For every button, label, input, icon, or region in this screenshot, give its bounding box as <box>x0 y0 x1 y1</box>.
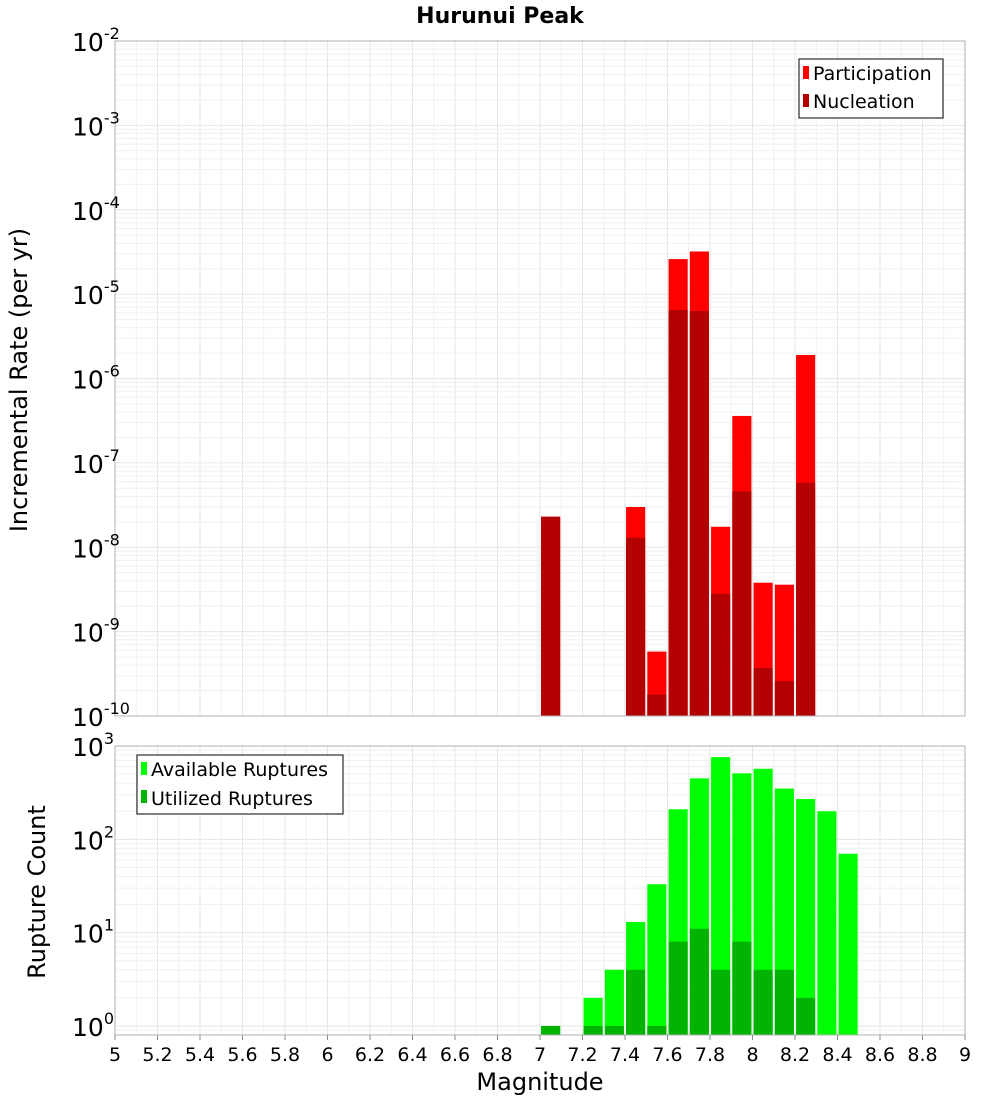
top-legend: Participation Nucleation <box>798 58 944 119</box>
top-legend-box <box>798 58 944 119</box>
nucleation-bar <box>711 593 731 716</box>
x-tick-label: 7.2 <box>567 1044 597 1066</box>
nucleation-bar <box>796 482 816 716</box>
y-tick-label: 10-3 <box>72 108 120 141</box>
top-y-axis-label: Incremental Rate (per yr) <box>5 228 33 532</box>
y-tick-label: 10-8 <box>72 530 120 563</box>
legend-label-participation: Participation <box>813 63 932 85</box>
y-tick-label: 102 <box>72 822 114 855</box>
available-ruptures-bar <box>711 757 731 1035</box>
bottom-y-ticks: 100 101 102 103 <box>72 729 114 1042</box>
legend-label-nucleation: Nucleation <box>813 91 915 113</box>
x-tick-label: 5.6 <box>227 1044 257 1066</box>
y-tick-label: 10-5 <box>72 277 120 310</box>
utilized-ruptures-bar <box>668 941 688 1035</box>
x-tick-label: 6.8 <box>482 1044 512 1066</box>
x-tick-label: 5.8 <box>270 1044 300 1066</box>
y-tick-label: 100 <box>72 1009 114 1042</box>
utilized-ruptures-bar <box>689 928 709 1035</box>
x-tick-label: 8.4 <box>822 1044 852 1066</box>
available-ruptures-bar <box>838 853 858 1035</box>
nucleation-bar <box>668 309 688 716</box>
nucleation-bar <box>732 491 752 716</box>
bottom-legend: Available Ruptures Utilized Ruptures <box>136 754 344 815</box>
legend-label-utilized: Utilized Ruptures <box>151 788 313 810</box>
y-tick-label: 103 <box>72 729 114 762</box>
utilized-ruptures-bar <box>604 1025 624 1035</box>
utilized-ruptures-bar <box>774 969 794 1035</box>
available-ruptures-bar <box>604 969 624 1035</box>
y-tick-label: 10-9 <box>72 615 120 648</box>
top-y-ticks: 10-10 10-9 10-8 10-7 10-6 10-5 10-4 10-3 10-2 <box>72 24 130 732</box>
x-tick-label: 7 <box>534 1044 546 1066</box>
nucleation-bar <box>541 516 561 716</box>
rupture-count-panel: 100 101 102 103 Rupture Count Available Rup… <box>23 729 966 1042</box>
nucleation-bar <box>626 537 646 716</box>
legend-swatch-participation <box>803 66 809 79</box>
available-ruptures-bar <box>647 884 667 1035</box>
y-tick-label: 10-6 <box>72 362 120 395</box>
y-tick-label: 10-2 <box>72 24 120 57</box>
legend-label-available: Available Ruptures <box>151 759 328 781</box>
x-tick-label: 7.4 <box>610 1044 640 1066</box>
x-tick-label: 8.8 <box>907 1044 937 1066</box>
utilized-ruptures-bar <box>583 1025 603 1035</box>
utilized-ruptures-bar <box>647 1025 667 1035</box>
available-ruptures-bar <box>817 811 837 1035</box>
bottom-bars <box>541 757 858 1035</box>
nucleation-bar <box>689 311 709 716</box>
legend-swatch-utilized <box>141 790 147 803</box>
x-tick-label: 8.2 <box>780 1044 810 1066</box>
y-tick-label: 10-7 <box>72 446 120 479</box>
x-tick-label: 7.8 <box>695 1044 725 1066</box>
utilized-ruptures-bar <box>753 969 773 1035</box>
top-plot-frame <box>114 40 966 717</box>
x-tick-label: 5 <box>109 1044 121 1066</box>
y-tick-label: 10-4 <box>72 193 120 226</box>
x-tick-label: 8 <box>746 1044 758 1066</box>
x-tick-label: 5.2 <box>142 1044 172 1066</box>
nucleation-bar <box>647 694 667 716</box>
utilized-ruptures-bar <box>732 941 752 1035</box>
utilized-ruptures-bar <box>711 969 731 1035</box>
available-ruptures-bar <box>796 799 816 1035</box>
utilized-ruptures-bar <box>626 969 646 1035</box>
legend-swatch-available <box>141 762 147 775</box>
x-axis-label: Magnitude <box>476 1068 603 1096</box>
y-tick-label: 10-10 <box>72 699 130 732</box>
nucleation-bar <box>753 668 773 716</box>
x-tick-label: 5.4 <box>185 1044 215 1066</box>
utilized-ruptures-bar <box>796 997 816 1035</box>
nucleation-bar <box>774 680 794 716</box>
incremental-rate-panel: 10-10 10-9 10-8 10-7 10-6 10-5 10-4 10-3 10-2 In… <box>5 24 966 732</box>
chart-title: Hurunui Peak <box>416 4 585 29</box>
x-tick-label: 8.6 <box>865 1044 895 1066</box>
x-tick-label: 6.6 <box>440 1044 470 1066</box>
bottom-legend-box <box>136 754 344 815</box>
x-tick-label: 7.6 <box>652 1044 682 1066</box>
x-ticks: 5 5.2 5.4 5.6 5.8 6 6.2 6.4 6.6 6.8 7 7.2 7.4 7.6 7.8 8… <box>109 1035 971 1066</box>
legend-swatch-nucleation <box>803 94 809 107</box>
y-tick-label: 101 <box>72 916 114 949</box>
x-tick-label: 6.2 <box>355 1044 385 1066</box>
available-ruptures-bar <box>753 768 773 1035</box>
bottom-y-axis-label: Rupture Count <box>23 805 51 979</box>
top-grid <box>114 41 966 717</box>
x-tick-label: 9 <box>959 1044 971 1066</box>
x-tick-label: 6.4 <box>397 1044 427 1066</box>
utilized-ruptures-bar <box>541 1025 561 1035</box>
available-ruptures-bar <box>583 997 603 1035</box>
top-bars <box>541 251 816 716</box>
x-tick-label: 6 <box>321 1044 333 1066</box>
